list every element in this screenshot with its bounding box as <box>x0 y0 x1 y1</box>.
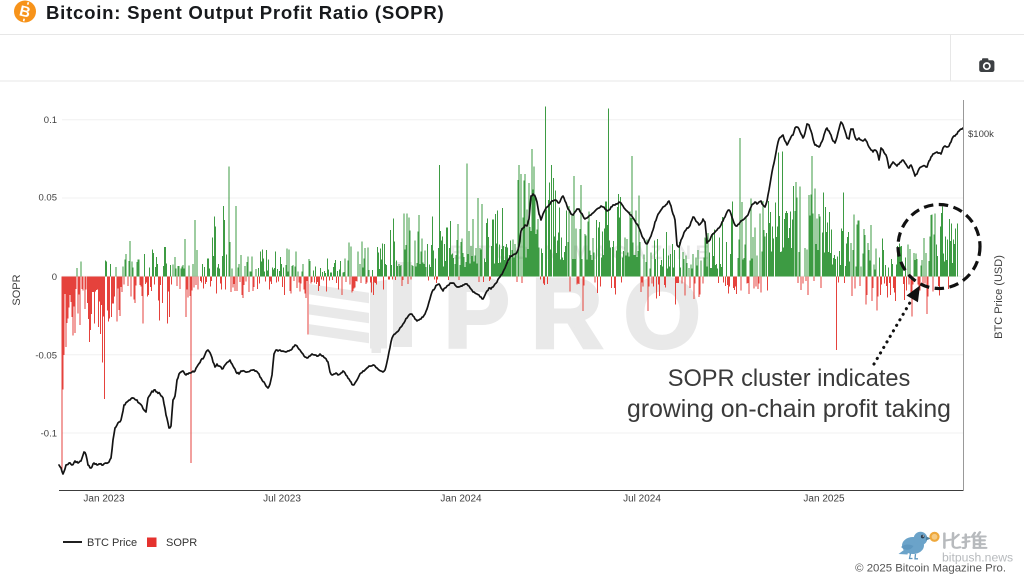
svg-text:bitpush.news: bitpush.news <box>942 551 1013 565</box>
svg-text:-0.1: -0.1 <box>41 428 57 439</box>
svg-text:0.1: 0.1 <box>44 115 57 126</box>
svg-text:© 2025 Bitcoin Magazine Pro.: © 2025 Bitcoin Magazine Pro. <box>855 563 1006 575</box>
svg-text:B: B <box>18 3 33 22</box>
svg-text:SOPR cluster indicates: SOPR cluster indicates <box>668 366 911 392</box>
svg-text:-0.05: -0.05 <box>35 350 57 361</box>
svg-text:0: 0 <box>52 272 57 283</box>
svg-text:$100k: $100k <box>968 129 994 140</box>
svg-text:Bitcoin: Spent Output Profit R: Bitcoin: Spent Output Profit Ratio (SOPR… <box>46 2 444 23</box>
svg-text:BTC Price: BTC Price <box>87 537 137 549</box>
svg-text:SOPR: SOPR <box>11 274 23 305</box>
svg-text:Jul 2024: Jul 2024 <box>623 494 661 505</box>
svg-text:SOPR: SOPR <box>166 537 197 549</box>
svg-text:BTC Price (USD): BTC Price (USD) <box>993 255 1005 339</box>
svg-text:growing on-chain profit taking: growing on-chain profit taking <box>627 396 951 423</box>
svg-text:Jan 2023: Jan 2023 <box>83 494 125 505</box>
svg-text:Jan 2024: Jan 2024 <box>440 494 482 505</box>
svg-text:0.05: 0.05 <box>39 192 58 203</box>
svg-text:Jan 2025: Jan 2025 <box>803 494 845 505</box>
svg-text:Jul 2023: Jul 2023 <box>263 494 301 505</box>
